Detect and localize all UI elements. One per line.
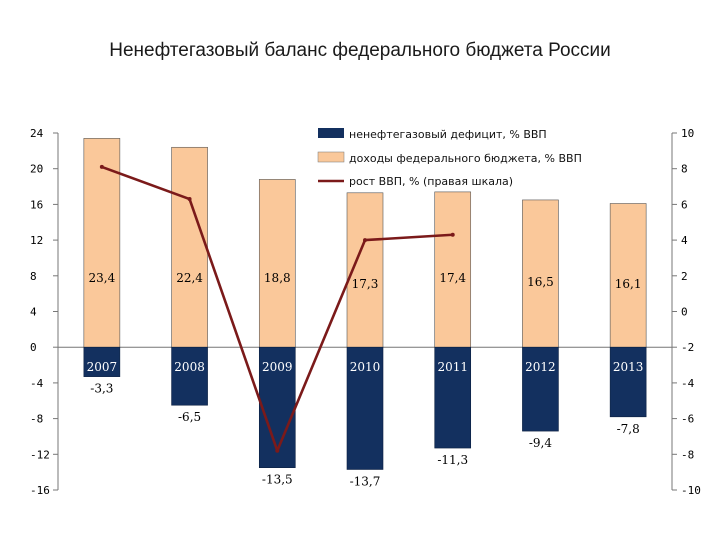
left-tick-label: -4 (30, 377, 44, 390)
deficit-data-label: -13,5 (262, 473, 293, 487)
left-tick-label: 20 (30, 163, 43, 176)
income-bar (609, 203, 647, 348)
deficit-data-label: -7,8 (617, 422, 640, 436)
category-label: 2011 (437, 360, 468, 374)
chart-legend: ненефтегазовый дефицит, % ВВП доходы феде… (317, 128, 582, 188)
chart-line (99, 164, 455, 453)
income-data-label: 17,4 (439, 271, 466, 285)
deficit-data-label: -13,7 (350, 474, 381, 488)
category-label: 2010 (350, 360, 381, 374)
gdp-growth-point (450, 232, 455, 237)
income-data-label: 16,5 (527, 275, 554, 289)
gdp-growth-point (363, 238, 367, 243)
deficit-bar (434, 346, 472, 449)
right-tick-label: 6 (681, 198, 688, 211)
right-tick-label: -2 (681, 341, 694, 354)
right-tick-label: 2 (681, 270, 688, 283)
legend-swatch-deficit (318, 128, 344, 138)
income-bar (171, 146, 208, 348)
gdp-growth-point (275, 448, 280, 453)
right-tick-label: -10 (681, 484, 701, 497)
deficit-data-label: -11,3 (437, 453, 468, 467)
deficit-bar (522, 346, 559, 432)
left-tick-label: -12 (30, 448, 50, 461)
deficit-data-label: -9,4 (529, 436, 553, 450)
income-data-label: 18,8 (264, 271, 291, 285)
right-tick-label: -8 (681, 448, 694, 461)
income-data-label: 17,3 (352, 277, 379, 291)
category-label: 2009 (262, 360, 293, 374)
deficit-bar (83, 346, 121, 377)
deficit-bar (346, 346, 384, 470)
category-label: 2007 (87, 360, 118, 374)
right-tick-label: 8 (681, 163, 688, 176)
income-bar (522, 199, 559, 348)
right-tick-label: -6 (681, 413, 694, 426)
right-tick-label: 10 (681, 127, 694, 140)
legend-label-income: доходы федерального бюджета, % ВВП (349, 152, 582, 165)
chart-bars (83, 138, 647, 470)
category-label: 2012 (525, 360, 556, 374)
category-label: 2013 (613, 360, 644, 374)
deficit-data-label: -6,5 (178, 410, 201, 424)
left-tick-label: -8 (30, 413, 43, 426)
legend-swatch-income (317, 151, 345, 163)
right-tick-label: 4 (681, 234, 688, 247)
legend-label-gdp: рост ВВП, % (правая шкала) (349, 175, 513, 188)
left-tick-label: 0 (30, 341, 37, 354)
deficit-bar (609, 346, 647, 418)
deficit-bar (171, 346, 208, 406)
chart-labels: 2007 2008 2009 2010 2011 2012 2013 23,4 22,4 18,8… (87, 271, 644, 488)
left-tick-label: 8 (30, 270, 37, 283)
legend-label-deficit: ненефтегазовый дефицит, % ВВП (349, 128, 547, 141)
gdp-growth-point (99, 164, 104, 169)
left-tick-label: 12 (30, 234, 43, 247)
left-tick-label: 24 (30, 127, 44, 140)
right-tick-label: -4 (681, 377, 695, 390)
left-tick-label: 4 (30, 306, 37, 319)
deficit-data-label: -3,3 (90, 382, 113, 396)
chart-title: Ненефтегазовый баланс федерального бюдже… (109, 40, 611, 61)
income-bar (434, 191, 472, 348)
category-label: 2008 (174, 360, 205, 374)
left-tick-label: -16 (30, 484, 50, 497)
income-bar (83, 138, 121, 348)
income-data-label: 22,4 (176, 271, 203, 285)
left-tick-label: 16 (30, 198, 43, 211)
gdp-growth-point (187, 197, 192, 202)
right-tick-label: 0 (681, 306, 688, 319)
income-data-label: 16,1 (615, 277, 642, 291)
income-bar (258, 179, 296, 348)
income-data-label: 23,4 (88, 271, 115, 285)
